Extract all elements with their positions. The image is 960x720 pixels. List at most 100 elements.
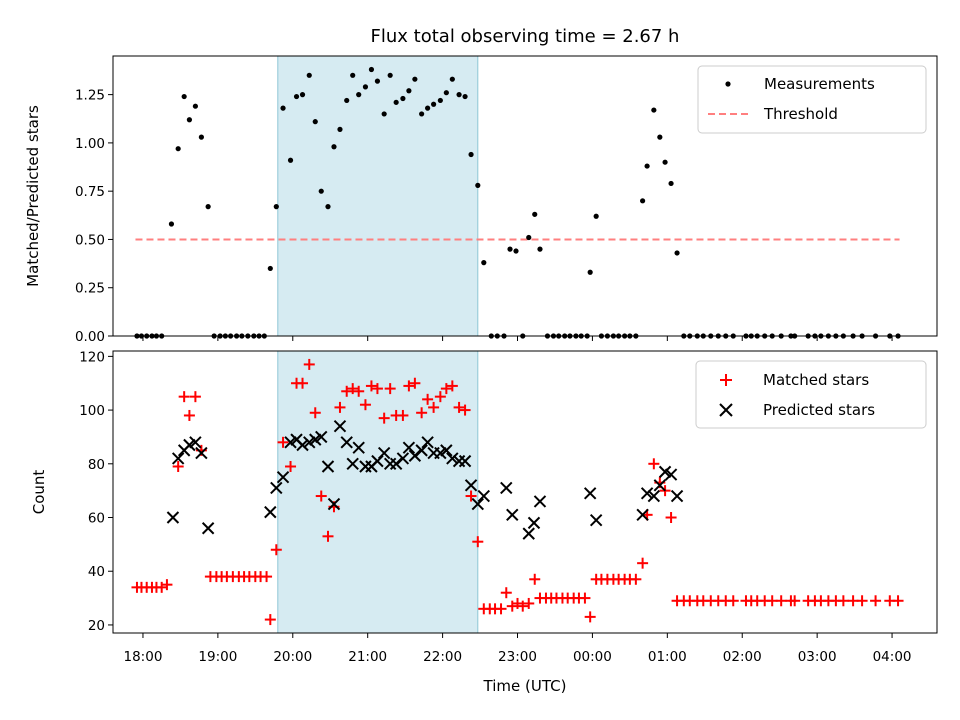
bottom-ytick-label: 120 (79, 349, 105, 365)
measurement-point (192, 103, 198, 109)
predicted-star-point (653, 479, 667, 492)
legend-measurements-marker (725, 81, 731, 87)
legend-measurements-label: Measurements (764, 75, 875, 93)
predicted-star-point (589, 513, 603, 527)
top-legend: Measurements Threshold (697, 65, 927, 134)
xtick-label: 23:00 (498, 649, 537, 665)
xtick-label: 22:00 (423, 649, 462, 665)
predicted-star-point (464, 479, 478, 492)
measurement-point (526, 234, 532, 241)
predicted-star-point (201, 522, 215, 535)
predicted-star-point (421, 436, 434, 449)
matched-star-point (422, 393, 434, 405)
measurement-point (374, 78, 381, 84)
matched-star-point (665, 512, 677, 524)
measurement-point (393, 99, 399, 105)
matched-star-point (892, 595, 904, 607)
predicted-star-point (527, 516, 541, 530)
predicted-star-point (415, 444, 428, 457)
measurement-point (198, 134, 204, 140)
measurement-point (406, 88, 412, 94)
legend-predicted-marker (719, 403, 733, 417)
legend-matched-marker (720, 374, 732, 386)
measurement-point (537, 246, 543, 252)
measurement-point (362, 84, 369, 90)
matched-star-point (353, 385, 365, 397)
measurement-point (668, 180, 674, 187)
matched-star-point (309, 407, 321, 419)
matched-star-point (648, 458, 660, 470)
predicted-star-point (189, 436, 202, 449)
measurement-point (425, 105, 431, 111)
matched-star-point (378, 412, 390, 424)
measurement-point (468, 151, 474, 158)
measurement-point (662, 159, 668, 165)
measurement-point (431, 101, 437, 107)
matched-star-point (500, 587, 512, 599)
bottom-x-ticks: 18:00 19:00 20:00 21:00 22:00 23:00 00:00 01:00… (124, 633, 912, 665)
matched-star-point (384, 383, 396, 395)
measurement-point (337, 126, 343, 132)
predicted-star-point (171, 452, 185, 465)
matched-star-point (261, 571, 273, 583)
predicted-star-point (321, 460, 335, 473)
matched-star-point (303, 358, 315, 370)
measurement-point (306, 72, 312, 78)
bottom-ytick-label: 80 (88, 457, 105, 473)
measurement-point (331, 144, 337, 150)
measurement-point (318, 188, 324, 194)
top-ytick-label: 0.50 (75, 232, 105, 248)
predicted-star-point (396, 452, 410, 465)
matched-star-point (637, 557, 649, 569)
legend-predicted-label: Predicted stars (763, 401, 875, 419)
predicted-stars-points (166, 419, 684, 540)
xtick-label: 01:00 (648, 649, 687, 665)
bottom-y-ticks: 20 40 60 80 100 120 (79, 349, 113, 634)
measurement-point (644, 163, 650, 169)
x-axis-label: Time (UTC) (483, 677, 567, 695)
predicted-star-point (636, 508, 649, 522)
bottom-ytick-label: 60 (88, 511, 105, 527)
matched-star-point (630, 573, 642, 585)
measurement-point (299, 92, 306, 98)
matched-star-point (870, 595, 882, 607)
matched-star-point (446, 380, 458, 392)
bottom-ytick-label: 40 (88, 564, 105, 580)
measurement-point (400, 95, 406, 102)
xtick-label: 19:00 (198, 649, 237, 665)
predicted-star-point (477, 489, 491, 503)
legend-threshold-label: Threshold (763, 105, 838, 123)
measurement-point (640, 198, 646, 204)
predicted-star-point (670, 489, 684, 503)
measurement-point (325, 204, 331, 210)
predicted-star-point (352, 441, 365, 454)
matched-star-point (440, 383, 452, 395)
matched-star-point (334, 401, 346, 413)
matched-star-point (347, 383, 359, 395)
measurement-point (532, 211, 538, 217)
measurement-point (513, 248, 519, 254)
predicted-star-point (315, 430, 328, 444)
predicted-star-point (522, 527, 535, 540)
matched-star-point (584, 611, 596, 623)
top-panel: 0.00 0.25 0.50 0.75 1.00 1.25 Matched/Predict… (24, 55, 938, 345)
measurement-point (587, 269, 593, 275)
predicted-star-point (458, 454, 472, 468)
measurement-point (443, 90, 449, 96)
matched-star-point (172, 460, 184, 472)
measurement-point (481, 260, 487, 266)
matched-star-point (453, 401, 465, 413)
measurement-point (168, 221, 175, 227)
top-ytick-label: 0.00 (75, 329, 105, 345)
matched-star-point (775, 595, 787, 607)
bottom-legend: Matched stars Predicted stars (695, 360, 927, 429)
matched-star-point (789, 595, 801, 607)
bottom-observing-window (277, 350, 479, 634)
predicted-star-point (166, 511, 180, 524)
measurement-point (381, 111, 387, 117)
matched-star-point (359, 399, 371, 411)
xtick-label: 04:00 (873, 649, 912, 665)
matched-star-point (837, 595, 849, 607)
measurement-point (186, 117, 193, 123)
chart-title: Flux total observing time = 2.67 h (371, 26, 680, 47)
